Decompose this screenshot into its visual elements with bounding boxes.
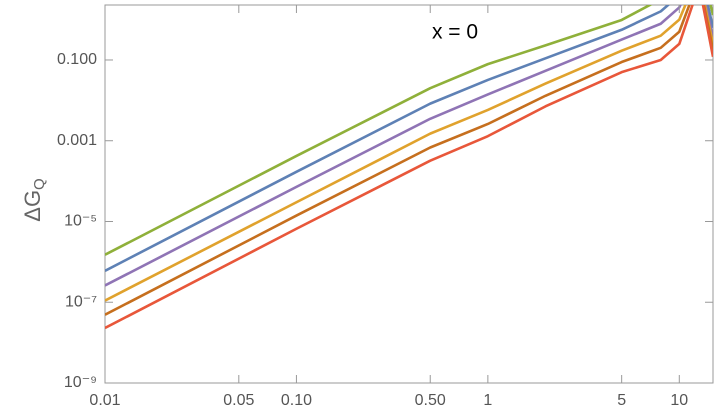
x-tick-label: 10 <box>670 392 688 409</box>
x-tick-label: 0.50 <box>415 392 446 409</box>
y-axis-label: ΔGQ <box>20 178 48 221</box>
y-axis-label-main: ΔG <box>20 190 45 222</box>
y-tick-label: 0.001 <box>57 132 97 149</box>
y-axis-label-sub: Q <box>31 178 48 190</box>
series-line <box>105 5 713 272</box>
series-line <box>105 5 713 330</box>
y-tick-label: 10⁻⁵ <box>64 213 97 230</box>
series-line <box>105 5 713 316</box>
x-tick-label: 0.05 <box>223 392 254 409</box>
x-tick-label: 0.10 <box>281 392 312 409</box>
annotation: x = 0 <box>432 21 478 44</box>
series-line <box>105 5 713 256</box>
series-line <box>105 5 713 287</box>
series-line <box>105 5 713 302</box>
plot-frame <box>104 4 714 384</box>
x-tick-label: 0.01 <box>89 392 120 409</box>
x-tick-label: 1 <box>483 392 492 409</box>
y-tick-label: 0.100 <box>57 51 97 68</box>
y-tick-label: 10⁻⁷ <box>65 293 97 310</box>
y-tick-label: 10⁻⁹ <box>64 374 97 391</box>
x-tick-label: 5 <box>617 392 626 409</box>
lines <box>105 5 713 330</box>
